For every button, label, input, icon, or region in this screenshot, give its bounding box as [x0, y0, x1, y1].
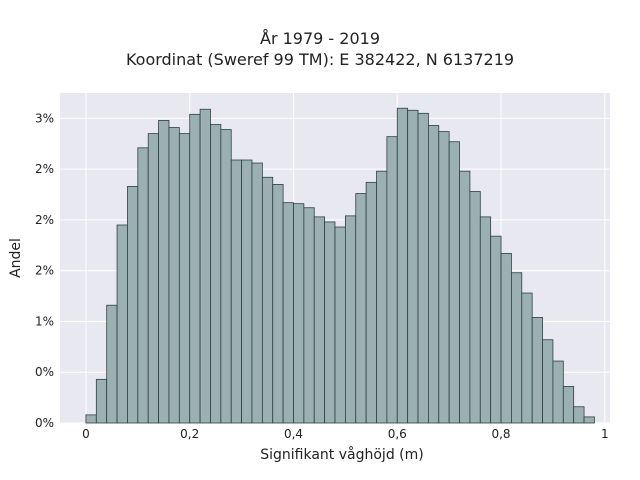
histogram-bar: [116, 224, 128, 424]
histogram-bar: [459, 170, 471, 424]
histogram-bar: [438, 131, 450, 424]
histogram-bar: [189, 113, 201, 424]
histogram-bar: [282, 202, 294, 424]
histogram-bar: [147, 133, 159, 424]
histogram-bars: [85, 107, 595, 424]
histogram-bar: [220, 129, 232, 424]
y-tick-label: 2%: [35, 162, 54, 176]
x-tick-label: 0: [82, 427, 90, 441]
y-axis-ticks: 0% 0% 1% 2% 2% 2% 3%: [35, 111, 54, 430]
y-tick-label: 0%: [35, 416, 54, 430]
x-tick-label: 1: [601, 427, 609, 441]
histogram-bar: [407, 109, 419, 424]
histogram-bar: [127, 186, 139, 424]
histogram-bar: [137, 147, 149, 424]
histogram-bar: [469, 191, 481, 424]
chart-title: År 1979 - 2019: [260, 29, 380, 48]
histogram-bar: [365, 181, 377, 424]
x-axis-label: Signifikant våghöjd (m): [260, 447, 424, 463]
histogram-bar: [500, 253, 512, 424]
histogram-bar: [303, 207, 315, 424]
histogram-bar: [344, 215, 357, 424]
histogram-bar: [376, 170, 388, 424]
histogram-bar: [261, 176, 274, 424]
y-tick-label: 1%: [35, 314, 54, 328]
histogram-bar: [313, 216, 326, 424]
histogram-bar: [293, 203, 305, 424]
x-tick-label: 0,8: [491, 427, 510, 441]
histogram-bar: [251, 162, 263, 424]
histogram-bar: [417, 112, 429, 424]
histogram-bar: [158, 120, 170, 424]
histogram-bar: [355, 193, 367, 424]
histogram-bar: [552, 360, 564, 424]
histogram-bar: [511, 272, 523, 424]
histogram-bar: [583, 416, 595, 424]
histogram-bar: [324, 221, 336, 424]
histogram-bar: [230, 159, 243, 424]
histogram-bar: [210, 124, 222, 424]
y-tick-label: 3%: [35, 111, 54, 125]
histogram-bar: [95, 378, 108, 424]
histogram-bar: [396, 107, 409, 424]
x-tick-label: 0,2: [180, 427, 199, 441]
histogram-bar: [490, 235, 502, 424]
histogram-bar: [531, 316, 543, 424]
histogram-bar: [199, 108, 211, 424]
histogram-bar: [241, 159, 253, 424]
y-tick-label: 2%: [35, 264, 54, 278]
histogram-bar: [573, 406, 585, 424]
histogram-bar: [334, 226, 346, 424]
histogram-bar: [479, 216, 492, 424]
histogram-bar: [448, 141, 460, 424]
x-axis-ticks: 0 0,2 0,4 0,6 0,8 1: [82, 427, 609, 441]
histogram-bar: [521, 292, 533, 424]
y-tick-label: 0%: [35, 365, 54, 379]
histogram-bar: [427, 125, 440, 424]
histogram-bar: [106, 304, 118, 424]
histogram-bar: [272, 183, 284, 424]
x-tick-label: 0,6: [388, 427, 407, 441]
histogram-bar: [178, 133, 191, 424]
histogram-bar: [85, 414, 97, 424]
y-axis-label: Andel: [7, 238, 24, 278]
histogram-bar: [386, 136, 398, 424]
x-tick-label: 0,4: [284, 427, 303, 441]
histogram-bar: [168, 127, 180, 424]
histogram-bar: [542, 339, 554, 424]
chart-subtitle: Koordinat (Sweref 99 TM): E 382422, N 61…: [125, 50, 515, 69]
y-tick-label: 2%: [35, 213, 54, 227]
histogram-bar: [562, 386, 575, 424]
